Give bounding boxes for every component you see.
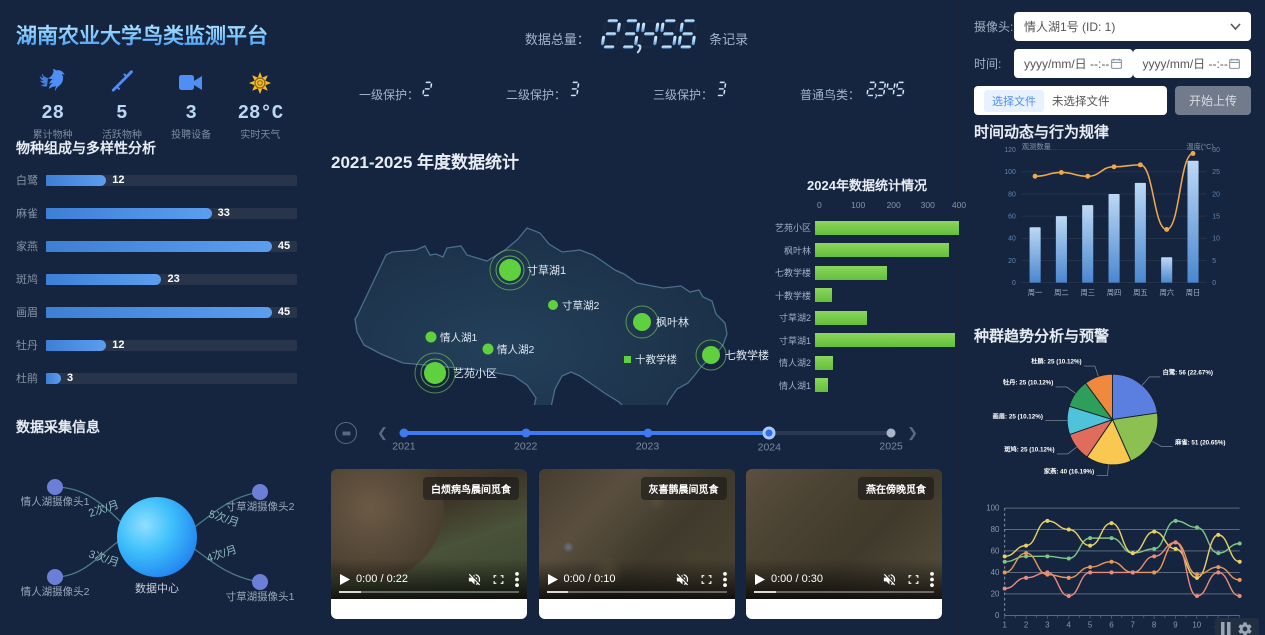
svg-text:1: 1 xyxy=(1002,621,1007,630)
svg-text:十教学楼: 十教学楼 xyxy=(635,353,677,366)
svg-text:20: 20 xyxy=(1008,258,1016,265)
svg-text:寸草湖2: 寸草湖2 xyxy=(562,299,599,312)
svg-text:七教学楼: 七教学楼 xyxy=(725,348,769,362)
svg-text:40: 40 xyxy=(991,568,1000,577)
svg-text:15: 15 xyxy=(1212,213,1220,220)
svg-text:20: 20 xyxy=(1212,191,1220,198)
svg-text:25: 25 xyxy=(1212,169,1220,176)
svg-text:寸草湖摄像头2: 寸草湖摄像头2 xyxy=(226,500,295,513)
svg-text:寸草湖摄像头1: 寸草湖摄像头1 xyxy=(226,590,295,603)
svg-text:0: 0 xyxy=(1212,280,1216,287)
svg-text:3: 3 xyxy=(1045,621,1050,630)
svg-text:6: 6 xyxy=(1109,621,1114,630)
svg-text:120: 120 xyxy=(1004,147,1016,154)
svg-text:周五: 周五 xyxy=(1133,288,1148,297)
svg-text:100: 100 xyxy=(1004,169,1016,176)
svg-text:40: 40 xyxy=(1008,236,1016,243)
svg-text:艺苑小区: 艺苑小区 xyxy=(453,367,497,380)
svg-text:周一: 周一 xyxy=(1028,288,1043,297)
svg-text:5: 5 xyxy=(1088,621,1093,630)
svg-text:2: 2 xyxy=(1024,621,1028,630)
svg-text:7: 7 xyxy=(1131,621,1135,630)
svg-text:10: 10 xyxy=(1192,621,1201,630)
svg-text:8: 8 xyxy=(1152,621,1157,630)
svg-text:60: 60 xyxy=(991,547,1000,556)
svg-text:情人湖2: 情人湖2 xyxy=(497,343,534,356)
svg-text:周四: 周四 xyxy=(1107,288,1122,297)
svg-text:周六: 周六 xyxy=(1159,288,1174,297)
svg-text:80: 80 xyxy=(991,525,1000,534)
svg-text:情人湖摄像头1: 情人湖摄像头1 xyxy=(21,495,90,508)
svg-text:麻雀: 51 (20.65%): 麻雀: 51 (20.65%) xyxy=(1174,437,1225,446)
svg-text:画眉: 25 (10.12%): 画眉: 25 (10.12%) xyxy=(993,412,1043,420)
svg-text:家燕: 40 (16.19%): 家燕: 40 (16.19%) xyxy=(1044,466,1094,475)
svg-text:5: 5 xyxy=(1212,258,1216,265)
svg-text:数据中心: 数据中心 xyxy=(135,581,179,595)
svg-text:枫叶林: 枫叶林 xyxy=(656,315,689,329)
svg-text:0: 0 xyxy=(995,611,1000,620)
svg-text:80: 80 xyxy=(1008,191,1016,198)
svg-text:4次/月: 4次/月 xyxy=(205,542,239,565)
svg-text:斑鸠: 25 (10.12%): 斑鸠: 25 (10.12%) xyxy=(1004,445,1054,454)
svg-text:情人湖摄像头2: 情人湖摄像头2 xyxy=(21,585,90,598)
svg-text:观测数量: 观测数量 xyxy=(1022,142,1051,151)
svg-text:4: 4 xyxy=(1067,621,1072,630)
svg-text:60: 60 xyxy=(1008,213,1016,220)
svg-text:杜鹃: 25 (10.12%): 杜鹃: 25 (10.12%) xyxy=(1031,357,1081,366)
svg-text:100: 100 xyxy=(986,504,1000,513)
svg-text:20: 20 xyxy=(991,590,1000,599)
svg-text:周三: 周三 xyxy=(1080,288,1095,297)
svg-text:0: 0 xyxy=(1012,280,1016,287)
svg-text:周日: 周日 xyxy=(1186,288,1201,297)
svg-text:10: 10 xyxy=(1212,236,1220,243)
svg-text:牡丹: 25 (10.12%): 牡丹: 25 (10.12%) xyxy=(1003,378,1053,387)
svg-text:温度(°C): 温度(°C) xyxy=(1186,142,1213,151)
svg-text:9: 9 xyxy=(1173,621,1178,630)
svg-text:寸草湖1: 寸草湖1 xyxy=(527,263,566,277)
svg-text:情人湖1: 情人湖1 xyxy=(440,331,477,344)
svg-text:3次/月: 3次/月 xyxy=(87,547,121,570)
svg-text:白鹭: 56 (22.67%): 白鹭: 56 (22.67%) xyxy=(1163,368,1213,377)
svg-text:周二: 周二 xyxy=(1054,288,1069,297)
